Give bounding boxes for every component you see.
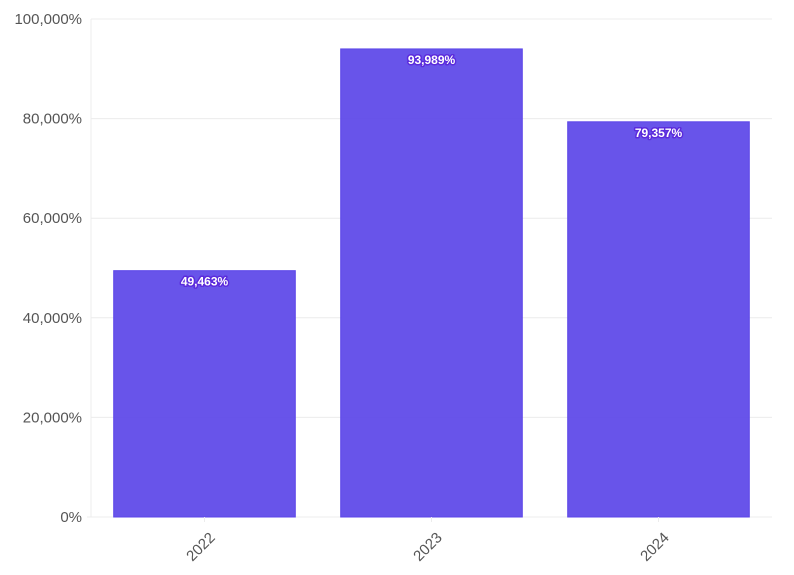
y-tick-label: 40,000% — [23, 310, 82, 327]
bar-2024 — [567, 121, 750, 518]
bar-2023 — [340, 48, 523, 518]
y-axis-ticks: 0% 20,000% 40,000% 60,000% 80,000% 100,000% — [14, 11, 82, 526]
y-tick-label: 20,000% — [23, 409, 82, 426]
bar-2022 — [113, 270, 296, 518]
y-tick-label: 80,000% — [23, 111, 82, 128]
x-tick-label: 2022 — [183, 529, 219, 565]
data-labels: 49,463% 93,989% 79,357% — [179, 51, 684, 290]
x-tick-label: 2024 — [637, 529, 673, 565]
y-tick-label: 60,000% — [23, 210, 82, 227]
data-label-2024: 79,357% — [635, 126, 683, 140]
x-axis-ticks: 2022 2023 2024 — [183, 517, 673, 565]
data-label-2022: 49,463% — [181, 275, 229, 289]
bars — [113, 48, 750, 518]
data-label-2023: 93,989% — [408, 53, 456, 67]
y-tick-label: 100,000% — [14, 11, 82, 28]
x-tick-label: 2023 — [410, 529, 446, 565]
y-tick-label: 0% — [60, 509, 82, 526]
